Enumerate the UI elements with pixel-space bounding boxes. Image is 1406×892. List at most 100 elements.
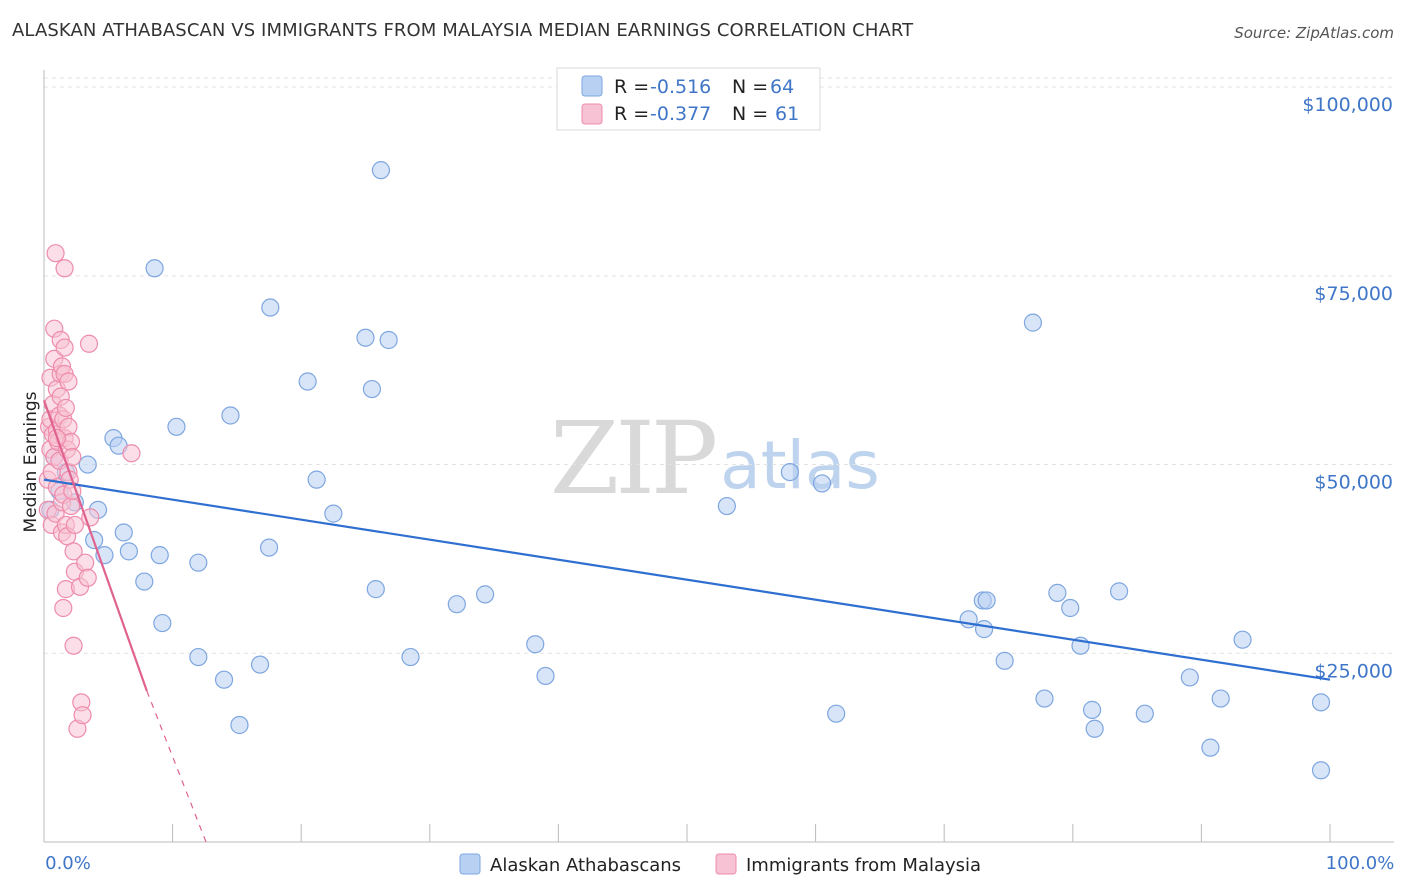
athabascan-point-30 (362, 379, 382, 399)
legend-n-label-1: N = (732, 76, 768, 98)
athabascan-point-54 (1085, 719, 1104, 738)
source-label: Source: ZipAtlas.com (1234, 24, 1394, 42)
legend-r-label-1: R = (614, 76, 649, 98)
malaysia-point-49 (65, 515, 84, 535)
bottom-legend: Alaskan Athabascans Immigrants from Mala… (459, 853, 981, 876)
athabascan-trend-line (43, 478, 1331, 681)
athabascan-point-51 (1061, 598, 1080, 618)
athabascan-point-47 (977, 591, 996, 610)
legend-swatch-blue (581, 75, 603, 97)
athabascan-point-40 (780, 462, 799, 482)
athabascan-point-25 (261, 298, 280, 317)
legend-r-value-1: -0.516 (650, 76, 711, 98)
bottom-legend-swatch-blue (459, 853, 481, 875)
athabascan-point-22 (230, 715, 249, 735)
y-tick-label-2: $50,000 (1314, 472, 1393, 494)
athabascan-point-62 (1311, 693, 1331, 712)
athabascan-point-57 (1180, 668, 1199, 687)
malaysia-trend-extension (146, 690, 207, 843)
malaysia-trend-line (42, 400, 148, 692)
athabascan-point-59 (1211, 689, 1230, 708)
athabascan-point-49 (1035, 689, 1054, 708)
athabascan-point-33 (379, 330, 398, 350)
malaysia-point-30 (55, 338, 74, 357)
legend-r-label-2: R = (614, 103, 649, 125)
athabascan-point-19 (189, 647, 208, 667)
series-immigrants-from-malaysia (38, 244, 141, 738)
malaysia-point-36 (56, 398, 75, 418)
athabascan-point-42 (827, 704, 846, 723)
watermark-zip: ZIP (550, 400, 715, 517)
athabascan-point-28 (324, 504, 343, 523)
y-tick-label-3: $25,000 (1314, 660, 1393, 682)
malaysia-point-55 (76, 553, 95, 572)
athabascan-point-23 (250, 655, 270, 674)
malaysia-point-13 (46, 244, 65, 263)
chart-title: ALASKAN ATHABASCAN VS IMMIGRANTS FROM MA… (12, 20, 914, 41)
y-axis-label: Median Earnings (21, 391, 41, 532)
bottom-legend-swatch-pink (715, 853, 737, 875)
athabascan-point-46 (974, 620, 994, 639)
athabascan-point-24 (259, 538, 279, 557)
legend-n-label-2: N = (732, 103, 768, 125)
athabascan-point-58 (1201, 738, 1220, 757)
malaysia-point-29 (54, 598, 73, 618)
athabascan-point-41 (812, 474, 832, 493)
bottom-legend-label-2: Immigrants from Malaysia (746, 855, 981, 876)
athabascan-point-35 (447, 595, 466, 614)
athabascan-point-14 (145, 259, 164, 278)
legend-n-value-1: 64 (770, 76, 794, 98)
y-tick-label-0: $100,000 (1302, 94, 1393, 116)
athabascan-point-38 (536, 666, 555, 686)
athabascan-point-60 (1233, 630, 1252, 649)
malaysia-point-48 (64, 636, 83, 655)
athabascan-point-15 (150, 546, 169, 565)
athabascan-point-36 (475, 585, 495, 604)
legend-swatch-pink (581, 103, 603, 125)
malaysia-point-39 (59, 372, 78, 391)
y-tick-labels: $100,000 $75,000 $50,000 $25,000 (1302, 94, 1393, 682)
athabascan-point-53 (1082, 700, 1102, 719)
legend-r-value-2: -0.377 (650, 103, 711, 125)
athabascan-point-20 (214, 670, 234, 689)
athabascan-point-11 (114, 523, 133, 542)
athabascan-point-17 (167, 417, 186, 436)
athabascan-point-13 (135, 572, 154, 591)
y-tick-label-1: $75,000 (1314, 283, 1393, 305)
axes (43, 70, 1394, 843)
athabascan-point-34 (401, 647, 420, 667)
legend-box: R = -0.516 N = 64 R = -0.377 N = 61 (556, 67, 821, 131)
malaysia-point-33 (55, 259, 74, 278)
athabascan-point-44 (1023, 313, 1043, 332)
x-tick-right: 100.0% (1326, 853, 1395, 874)
athabascan-point-48 (995, 651, 1014, 670)
athabascan-point-50 (1048, 583, 1067, 602)
athabascan-point-39 (717, 496, 736, 516)
bottom-legend-label-1: Alaskan Athabascans (490, 855, 681, 876)
watermark-atlas: atlas (720, 427, 880, 504)
gridlines (44, 77, 1394, 654)
x-tick-left: 0.0% (45, 853, 91, 874)
trend-lines (42, 400, 1331, 843)
athabascan-point-61 (1311, 761, 1331, 780)
athabascan-point-31 (366, 580, 385, 599)
athabascan-point-12 (119, 542, 138, 561)
athabascan-point-29 (356, 328, 375, 347)
legend-n-value-2: 61 (775, 103, 799, 125)
athabascan-point-27 (307, 470, 326, 489)
malaysia-point-59 (122, 444, 141, 463)
athabascan-point-37 (526, 635, 545, 654)
athabascan-point-18 (189, 553, 208, 572)
malaysia-point-56 (78, 568, 97, 587)
athabascan-point-55 (1109, 582, 1129, 601)
athabascan-point-56 (1135, 704, 1154, 723)
athabascan-point-5 (78, 455, 97, 474)
athabascan-point-26 (298, 372, 317, 391)
athabascan-point-32 (371, 161, 391, 180)
athabascan-point-16 (153, 613, 172, 633)
malaysia-point-47 (64, 542, 83, 561)
malaysia-point-43 (61, 496, 81, 516)
malaysia-point-54 (73, 706, 92, 725)
malaysia-point-58 (79, 334, 99, 353)
